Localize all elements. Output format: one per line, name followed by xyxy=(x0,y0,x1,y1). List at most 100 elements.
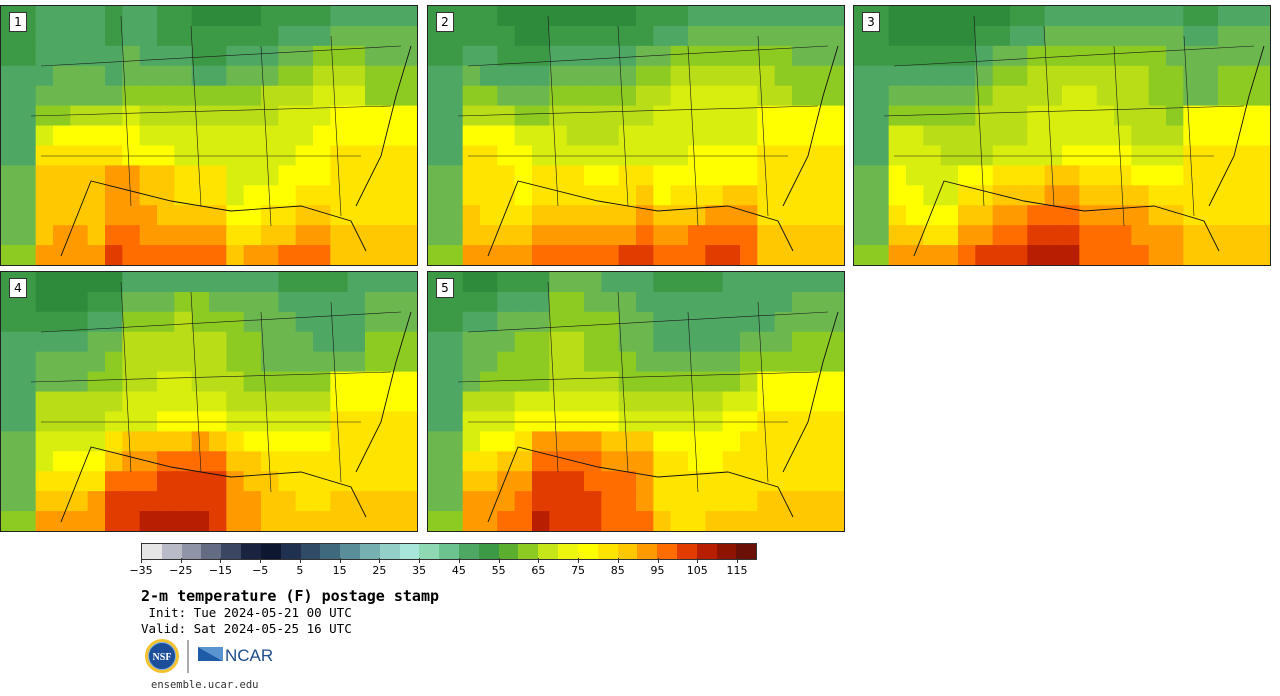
temperature-cell xyxy=(826,391,844,413)
temperature-cell xyxy=(462,125,481,147)
temperature-cell xyxy=(53,311,71,333)
temperature-cell xyxy=(122,451,141,472)
nsf-logo: NSF xyxy=(145,639,179,673)
temperature-cell xyxy=(1183,105,1202,127)
temperature-cell xyxy=(1079,225,1098,246)
temperature-cell xyxy=(428,411,446,432)
temperature-cell xyxy=(923,125,942,147)
temperature-cell xyxy=(826,165,844,186)
colorbar-tick xyxy=(379,558,381,563)
temperature-cell xyxy=(532,471,550,492)
temperature-cell xyxy=(35,471,54,492)
temperature-cell xyxy=(906,6,924,27)
boundary-line xyxy=(883,105,1245,117)
temperature-cell xyxy=(278,371,297,393)
temperature-cell xyxy=(18,351,37,373)
temperature-cell xyxy=(105,451,123,472)
temperature-cell xyxy=(636,431,654,452)
temperature-cell xyxy=(992,125,1011,147)
temperature-cell xyxy=(722,85,741,107)
temperature-cell xyxy=(809,272,828,293)
temperature-cell xyxy=(670,391,689,413)
temperature-cell xyxy=(139,225,158,246)
temperature-cell xyxy=(888,185,907,206)
temperature-cell xyxy=(1010,6,1028,27)
temperature-cell xyxy=(584,205,602,226)
temperature-cell xyxy=(399,411,417,432)
temperature-cell xyxy=(191,105,210,127)
temperature-cell xyxy=(462,45,481,67)
temperature-cell xyxy=(157,125,175,147)
temperature-cell xyxy=(497,125,516,147)
temperature-cell xyxy=(87,272,106,293)
colorbar-tick-label: 55 xyxy=(491,564,506,577)
temperature-cell xyxy=(261,205,279,226)
temperature-cell xyxy=(670,6,689,27)
temperature-cell xyxy=(670,225,689,246)
temperature-cell xyxy=(532,245,550,265)
temperature-cell xyxy=(888,245,907,265)
temperature-cell xyxy=(757,205,776,226)
temperature-cell xyxy=(532,6,550,27)
temperature-cell xyxy=(1252,65,1270,87)
temperature-cell xyxy=(740,165,758,186)
temperature-cell xyxy=(497,331,516,353)
temperature-cell xyxy=(809,25,828,47)
temperature-cell xyxy=(1235,145,1254,166)
temperature-cell xyxy=(975,85,994,107)
temperature-cell xyxy=(1,45,19,67)
temperature-cell xyxy=(330,165,349,186)
temperature-cell xyxy=(826,431,844,452)
temperature-cell xyxy=(740,205,758,226)
temperature-cell xyxy=(792,125,810,147)
temperature-cell xyxy=(330,511,349,531)
panel-number: 1 xyxy=(9,12,27,32)
website-link[interactable]: ensemble.ucar.edu xyxy=(151,679,259,691)
temperature-cell xyxy=(1,145,19,166)
temperature-cell xyxy=(105,205,123,226)
temperature-cell xyxy=(1200,85,1219,107)
temperature-cell xyxy=(514,371,533,393)
temperature-cell xyxy=(295,65,314,87)
temperature-cell xyxy=(1010,205,1028,226)
temperature-cell xyxy=(347,351,366,373)
temperature-cell xyxy=(688,451,706,472)
temperature-cell xyxy=(365,371,383,393)
temperature-cell xyxy=(854,45,872,67)
temperature-cell xyxy=(1200,165,1219,186)
temperature-cell xyxy=(428,45,446,67)
temperature-cell xyxy=(1062,25,1080,47)
temperature-cell xyxy=(601,105,620,127)
temperature-cell xyxy=(105,165,123,186)
temperature-cell xyxy=(1166,125,1184,147)
temperature-cell xyxy=(1062,125,1080,147)
temperature-cell xyxy=(18,411,37,432)
temperature-cell xyxy=(295,185,314,206)
temperature-cell xyxy=(566,371,585,393)
temperature-cell xyxy=(532,225,550,246)
temperature-cell xyxy=(261,431,279,452)
temperature-cell xyxy=(705,185,724,206)
temperature-cell xyxy=(792,411,810,432)
temperature-cell xyxy=(549,205,568,226)
temperature-cell xyxy=(35,205,54,226)
temperature-cell xyxy=(295,225,314,246)
temperature-cell xyxy=(70,272,89,293)
colorbar-tick xyxy=(657,558,659,563)
temperature-cell xyxy=(1218,165,1236,186)
temperature-cell xyxy=(209,6,227,27)
temperature-cell xyxy=(428,65,446,87)
temperature-cell xyxy=(139,6,158,27)
temperature-cell xyxy=(209,25,227,47)
temperature-cell xyxy=(365,145,383,166)
temperature-cell xyxy=(209,471,227,492)
temperature-cell xyxy=(295,351,314,373)
temperature-cell xyxy=(1183,6,1202,27)
temperature-cell xyxy=(601,25,620,47)
temperature-cell xyxy=(157,65,175,87)
temperature-cell xyxy=(1062,225,1080,246)
temperature-cell xyxy=(792,25,810,47)
temperature-cell xyxy=(399,431,417,452)
temperature-cell xyxy=(53,6,71,27)
temperature-cell xyxy=(313,491,331,512)
